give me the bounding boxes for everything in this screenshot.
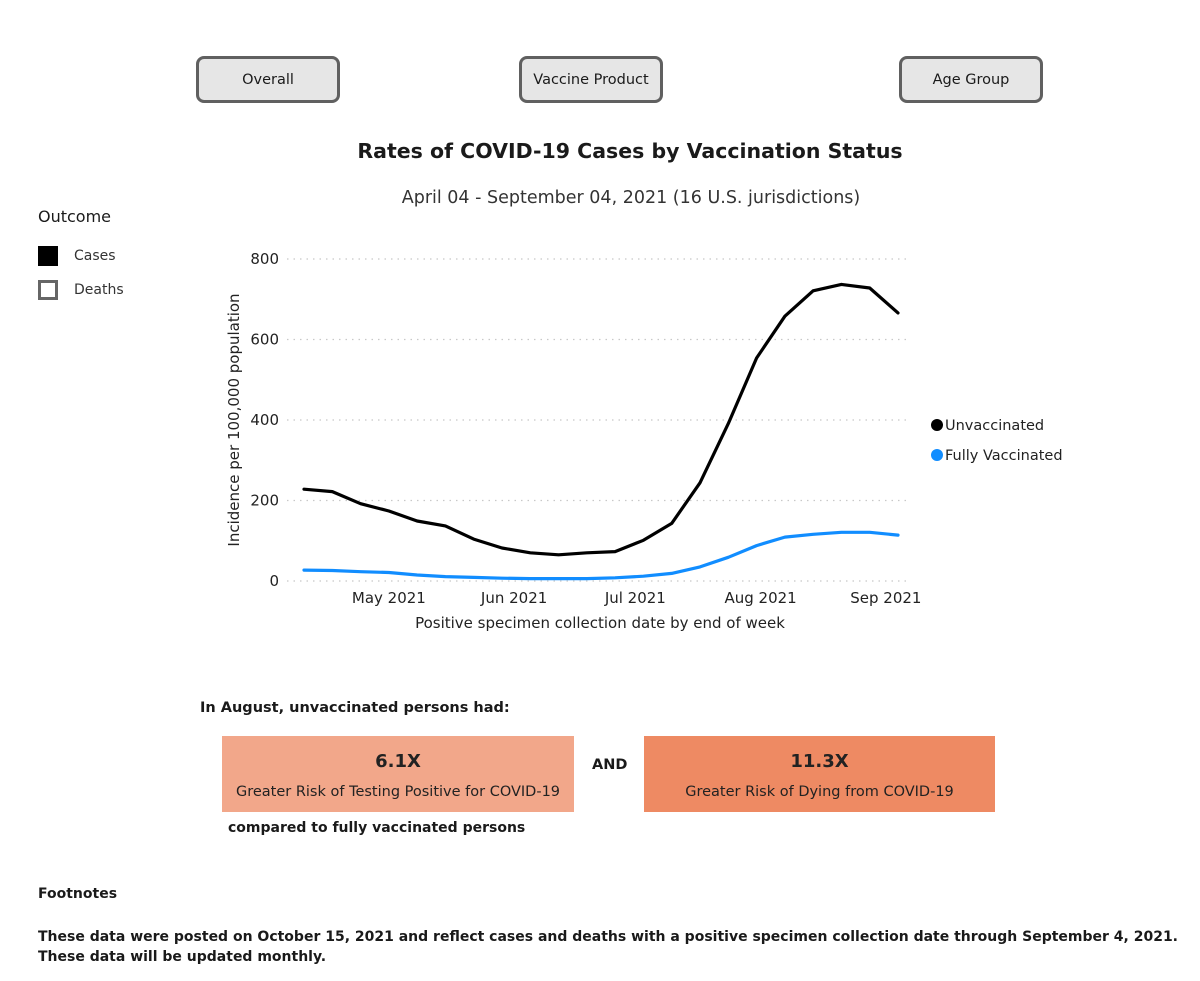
risk-and: AND bbox=[592, 757, 628, 773]
outcome-label-deaths: Deaths bbox=[74, 282, 124, 298]
risk-intro: In August, unvaccinated persons had: bbox=[200, 700, 510, 716]
outcome-option-cases[interactable]: Cases bbox=[38, 246, 116, 266]
risk-card-deaths: 11.3X Greater Risk of Dying from COVID-1… bbox=[644, 736, 995, 812]
tab-vaccine-product[interactable]: Vaccine Product bbox=[519, 56, 663, 103]
checkbox-filled-icon[interactable] bbox=[38, 246, 58, 266]
series-line-fully-vaccinated[interactable] bbox=[302, 530, 900, 581]
chart-title: Rates of COVID-19 Cases by Vaccination S… bbox=[357, 139, 903, 163]
outcome-option-deaths[interactable]: Deaths bbox=[38, 280, 124, 300]
x-tick-label: Aug 2021 bbox=[724, 589, 796, 607]
y-tick-label: 600 bbox=[250, 331, 279, 349]
risk-label-cases: Greater Risk of Testing Positive for COV… bbox=[235, 784, 561, 800]
y-tick-label: 200 bbox=[250, 492, 279, 510]
risk-value-cases: 6.1X bbox=[375, 751, 421, 772]
line-chart: 0 200 400 600 800 May 2021 Jun 2021 Jul 2021 Au… bbox=[225, 250, 1063, 632]
tab-overall[interactable]: Overall bbox=[196, 56, 340, 103]
checkbox-empty-icon[interactable] bbox=[38, 280, 58, 300]
y-axis-label: Incidence per 100,000 population bbox=[225, 293, 243, 546]
legend-label: Fully Vaccinated bbox=[945, 448, 1063, 464]
outcome-heading: Outcome bbox=[38, 207, 112, 226]
risk-card-cases: 6.1X Greater Risk of Testing Positive fo… bbox=[222, 736, 574, 812]
footnotes-text: These data were posted on October 15, 20… bbox=[38, 929, 1179, 965]
risk-label-deaths: Greater Risk of Dying from COVID-19 bbox=[685, 784, 954, 800]
y-tick-label: 400 bbox=[250, 411, 279, 429]
x-tick-label: May 2021 bbox=[352, 589, 426, 607]
x-tick-label: Jul 2021 bbox=[604, 589, 666, 607]
series-line-unvaccinated[interactable] bbox=[302, 282, 900, 557]
y-tick-label: 0 bbox=[269, 572, 279, 590]
x-tick-label: Jun 2021 bbox=[480, 589, 547, 607]
x-axis-label: Positive specimen collection date by end… bbox=[415, 614, 785, 632]
legend-marker-icon bbox=[931, 449, 943, 461]
tab-age-group[interactable]: Age Group bbox=[899, 56, 1043, 103]
chart-subtitle: April 04 - September 04, 2021 (16 U.S. j… bbox=[401, 188, 861, 208]
x-tick-label: Sep 2021 bbox=[850, 589, 921, 607]
legend-marker-icon bbox=[931, 419, 943, 431]
risk-value-deaths: 11.3X bbox=[790, 751, 849, 772]
legend-label: Unvaccinated bbox=[945, 418, 1044, 434]
outcome-label-cases: Cases bbox=[74, 248, 116, 264]
footnotes-heading: Footnotes bbox=[38, 886, 118, 902]
risk-compare-note: compared to fully vaccinated persons bbox=[228, 820, 526, 836]
y-tick-label: 800 bbox=[250, 250, 279, 268]
